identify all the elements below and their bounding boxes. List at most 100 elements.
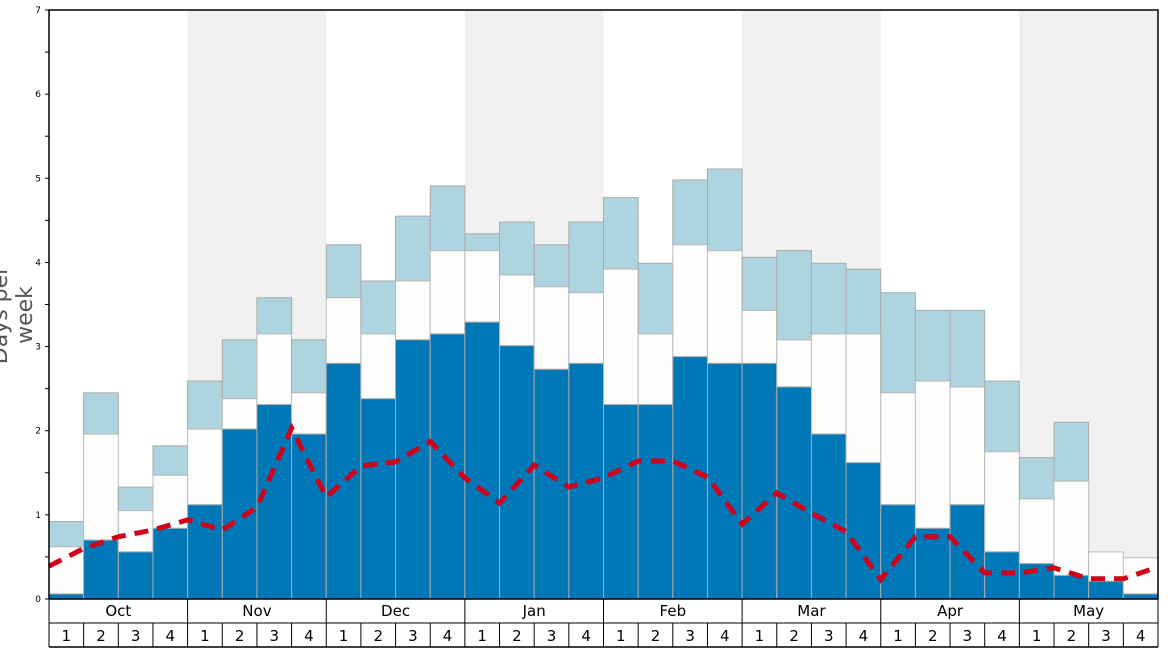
y-tick-label: 2 bbox=[35, 427, 41, 437]
bar-upper bbox=[83, 392, 119, 435]
bar-upper bbox=[914, 309, 951, 382]
bar-upper bbox=[464, 233, 501, 252]
bar-middle bbox=[48, 546, 85, 595]
week-label: 1 bbox=[893, 627, 903, 645]
bar-middle bbox=[187, 428, 223, 506]
bar-upper bbox=[741, 256, 778, 311]
bar-upper bbox=[949, 309, 986, 388]
week-label: 2 bbox=[651, 627, 661, 645]
bar-upper bbox=[880, 292, 916, 394]
week-label: 4 bbox=[304, 627, 314, 645]
bar-lower bbox=[984, 551, 1020, 600]
week-label: 3 bbox=[685, 627, 695, 645]
bar-lower bbox=[464, 321, 501, 600]
week-label: 3 bbox=[269, 627, 279, 645]
bar-middle bbox=[395, 280, 431, 341]
bar-lower bbox=[256, 404, 293, 600]
week-label: 4 bbox=[997, 627, 1007, 645]
bar-lower bbox=[395, 339, 431, 600]
bar-lower bbox=[187, 504, 223, 600]
bar-middle bbox=[845, 333, 882, 464]
week-label: 1 bbox=[616, 627, 626, 645]
bar-upper bbox=[499, 221, 535, 276]
week-label: 1 bbox=[339, 627, 349, 645]
bar-lower bbox=[706, 362, 743, 600]
week-label: 3 bbox=[547, 627, 557, 645]
bar-lower bbox=[776, 386, 812, 600]
bar-upper bbox=[1018, 457, 1055, 500]
bar-middle bbox=[741, 309, 778, 364]
bar-middle bbox=[706, 250, 743, 364]
week-label: 3 bbox=[824, 627, 834, 645]
bar-middle bbox=[221, 398, 258, 430]
month-label: Oct bbox=[105, 602, 131, 620]
week-label: 3 bbox=[408, 627, 418, 645]
bar-upper bbox=[845, 268, 882, 335]
bar-upper bbox=[429, 185, 466, 252]
bar-upper bbox=[568, 221, 604, 294]
bar-lower bbox=[221, 428, 258, 600]
bar-lower bbox=[637, 404, 674, 600]
bar-upper bbox=[117, 486, 154, 512]
week-label: 4 bbox=[720, 627, 730, 645]
bar-lower bbox=[429, 333, 466, 600]
bar-middle bbox=[533, 286, 570, 370]
week-label: 1 bbox=[1032, 627, 1042, 645]
bar-middle bbox=[83, 433, 119, 541]
week-label: 4 bbox=[1136, 627, 1146, 645]
bar-lower bbox=[845, 462, 882, 600]
bar-upper bbox=[776, 250, 812, 341]
bar-middle bbox=[880, 392, 916, 506]
bar-middle bbox=[1122, 557, 1159, 595]
y-axis-label: Days per week bbox=[0, 265, 38, 365]
bar-middle bbox=[429, 250, 466, 335]
bar-upper bbox=[221, 339, 258, 400]
bar-lower bbox=[914, 527, 951, 600]
y-tick-label: 3 bbox=[35, 343, 41, 353]
bar-upper bbox=[360, 280, 397, 335]
bar-upper bbox=[533, 244, 570, 288]
bar-middle bbox=[256, 333, 293, 406]
bar-middle bbox=[984, 451, 1020, 553]
week-label: 2 bbox=[928, 627, 938, 645]
bar-upper bbox=[672, 179, 708, 246]
week-label: 3 bbox=[963, 627, 973, 645]
average-line bbox=[47, 422, 1159, 584]
week-label: 1 bbox=[755, 627, 765, 645]
bar-lower bbox=[152, 527, 189, 600]
y-tick-label: 6 bbox=[35, 90, 41, 100]
bar-upper bbox=[810, 262, 847, 335]
bar-middle bbox=[603, 268, 639, 406]
y-tick-label: 5 bbox=[35, 174, 41, 184]
bar-middle bbox=[360, 333, 397, 400]
bar-middle bbox=[325, 297, 362, 364]
bar-upper bbox=[984, 380, 1020, 453]
bar-upper bbox=[1053, 421, 1090, 482]
y-tick-label: 7 bbox=[35, 6, 41, 16]
month-label: Feb bbox=[660, 602, 687, 620]
bar-lower bbox=[880, 504, 916, 600]
bar-lower bbox=[1053, 574, 1090, 600]
week-label: 2 bbox=[512, 627, 522, 645]
bar-upper bbox=[706, 168, 743, 252]
month-label: Mar bbox=[797, 602, 826, 620]
week-label: 2 bbox=[96, 627, 106, 645]
week-label: 1 bbox=[62, 627, 72, 645]
bar-lower bbox=[360, 398, 397, 600]
week-label: 4 bbox=[581, 627, 591, 645]
bar-middle bbox=[464, 250, 501, 323]
bar-middle bbox=[499, 274, 535, 347]
bar-upper bbox=[395, 215, 431, 282]
bar-upper bbox=[187, 380, 223, 430]
bar-lower bbox=[533, 368, 570, 600]
bar-upper bbox=[325, 244, 362, 299]
bar-middle bbox=[949, 386, 986, 506]
bar-middle bbox=[776, 339, 812, 388]
bar-lower bbox=[325, 362, 362, 600]
week-label: 3 bbox=[1101, 627, 1111, 645]
bar-lower bbox=[48, 593, 85, 600]
month-label: Dec bbox=[381, 602, 410, 620]
week-label: 2 bbox=[789, 627, 799, 645]
